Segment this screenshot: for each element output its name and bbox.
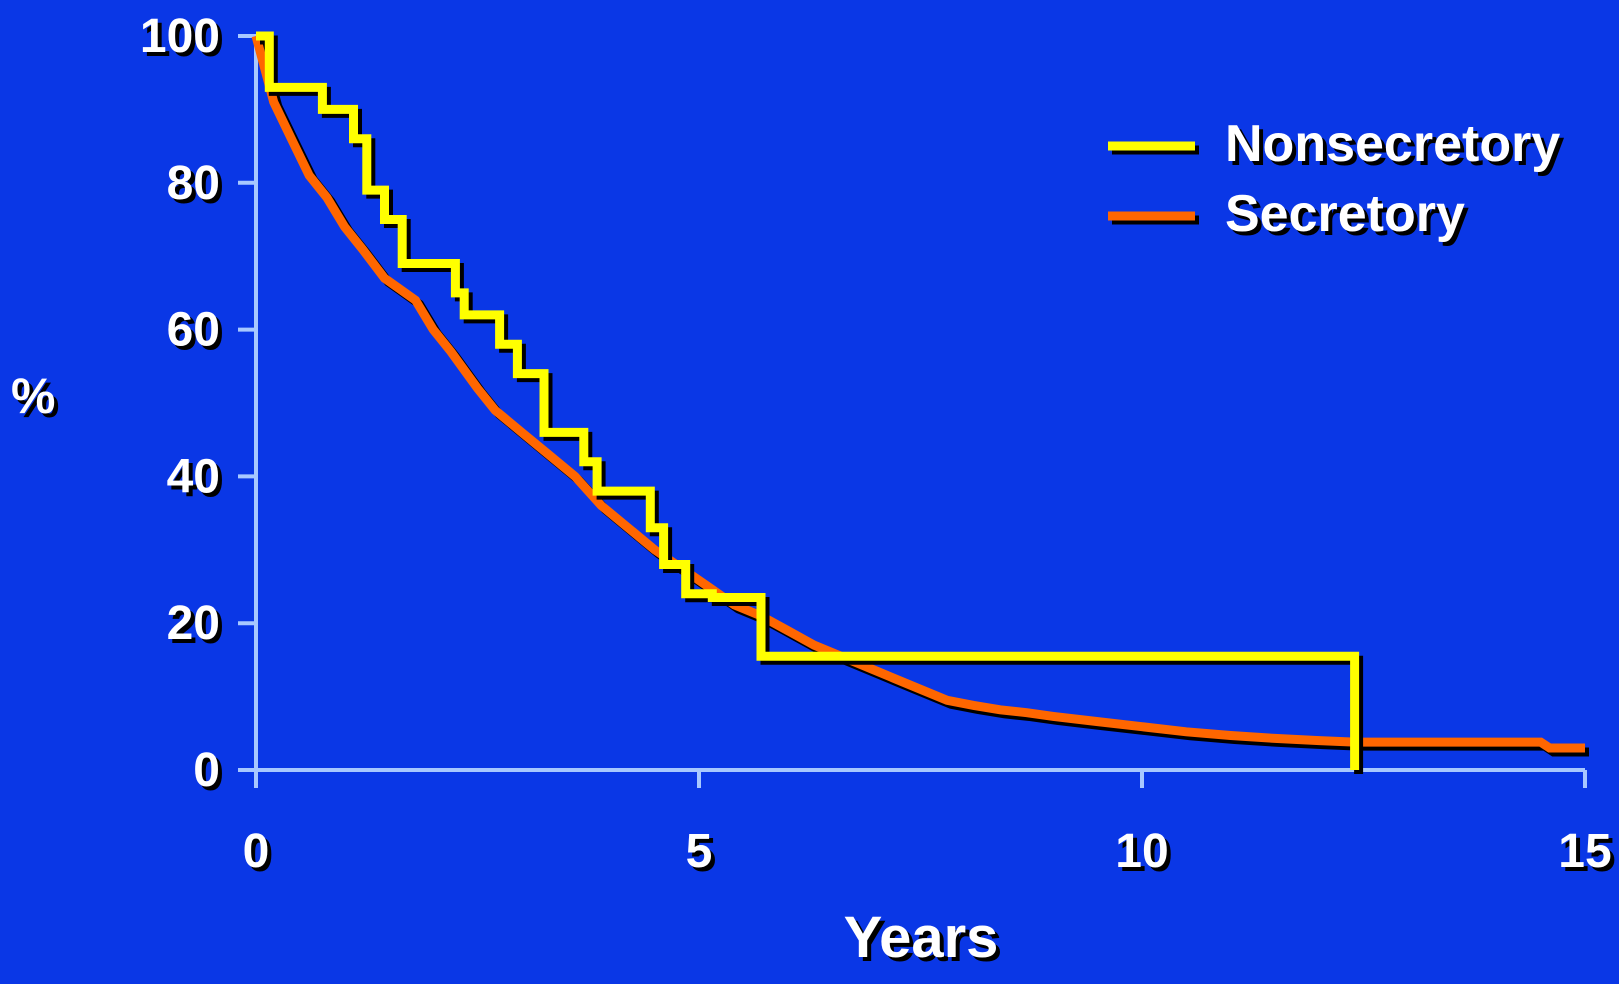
- y-tick-label-shadow: 80: [171, 161, 224, 214]
- y-tick-label: 80: [167, 157, 220, 210]
- series-line-nonsecretory: [256, 31, 1360, 770]
- legend: Nonsecretory Nonsecretory Secretory Secr…: [1108, 115, 1564, 247]
- series-line-secretory: [251, 34, 1585, 753]
- x-axis-label-group: Years Years: [844, 905, 1003, 974]
- y-tick-label: 0: [193, 744, 220, 797]
- x-tick-label-shadow: 0: [247, 829, 274, 882]
- y-tick-label: 60: [167, 304, 220, 357]
- x-tick-label: 15: [1558, 825, 1611, 878]
- x-tick-label: 10: [1115, 825, 1168, 878]
- y-tick-label-shadow: 20: [171, 601, 224, 654]
- x-tick-label: 0: [243, 825, 270, 878]
- legend-label-nonsecretory: Nonsecretory: [1225, 115, 1560, 173]
- axes: [238, 34, 1587, 788]
- x-axis-label: Years: [844, 905, 999, 970]
- y-axis-label: %: [11, 368, 55, 424]
- y-tick-label: 40: [167, 450, 220, 503]
- y-tick-label-shadow: 60: [171, 308, 224, 361]
- y-axis-label-group: % %: [11, 368, 59, 428]
- legend-label-secretory: Secretory: [1225, 185, 1465, 243]
- legend-label-nonsecretory-shadow: Nonsecretory: [1229, 119, 1564, 177]
- legend-label-secretory-shadow: Secretory: [1229, 189, 1469, 247]
- x-tick-label: 5: [686, 825, 713, 878]
- y-tick-label-shadow: 0: [197, 748, 224, 801]
- y-tick-label: 20: [167, 597, 220, 650]
- y-tick-label-shadow: 100: [144, 14, 224, 67]
- y-tick-label: 100: [140, 10, 220, 63]
- y-tick-label-shadow: 40: [171, 454, 224, 507]
- x-tick-label-shadow: 5: [690, 829, 717, 882]
- x-axis-label-shadow: Years: [848, 909, 1003, 974]
- series-layer: [251, 31, 1589, 774]
- y-axis-label-shadow: %: [15, 372, 59, 428]
- x-tick-label-shadow: 10: [1119, 829, 1172, 882]
- x-tick-label-shadow: 15: [1562, 829, 1615, 882]
